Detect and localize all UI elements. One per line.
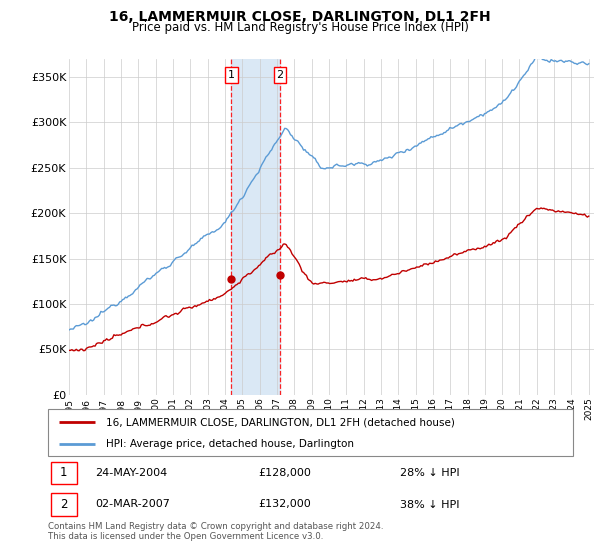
Text: 2: 2 xyxy=(277,70,283,80)
Text: £128,000: £128,000 xyxy=(258,468,311,478)
Text: 24-MAY-2004: 24-MAY-2004 xyxy=(95,468,167,478)
Text: 02-MAR-2007: 02-MAR-2007 xyxy=(95,500,170,510)
Text: 1: 1 xyxy=(60,466,67,479)
Text: 16, LAMMERMUIR CLOSE, DARLINGTON, DL1 2FH: 16, LAMMERMUIR CLOSE, DARLINGTON, DL1 2F… xyxy=(109,10,491,24)
Bar xyxy=(50,493,77,516)
Text: Price paid vs. HM Land Registry's House Price Index (HPI): Price paid vs. HM Land Registry's House … xyxy=(131,21,469,34)
Text: 16, LAMMERMUIR CLOSE, DARLINGTON, DL1 2FH (detached house): 16, LAMMERMUIR CLOSE, DARLINGTON, DL1 2F… xyxy=(106,417,455,427)
Text: 28% ↓ HPI: 28% ↓ HPI xyxy=(400,468,460,478)
Text: 1: 1 xyxy=(228,70,235,80)
Text: HPI: Average price, detached house, Darlington: HPI: Average price, detached house, Darl… xyxy=(106,438,354,449)
Bar xyxy=(232,59,280,395)
Text: Contains HM Land Registry data © Crown copyright and database right 2024.
This d: Contains HM Land Registry data © Crown c… xyxy=(48,522,383,542)
Bar xyxy=(50,461,77,484)
Text: £132,000: £132,000 xyxy=(258,500,311,510)
Text: 2: 2 xyxy=(60,498,67,511)
Text: 38% ↓ HPI: 38% ↓ HPI xyxy=(400,500,459,510)
